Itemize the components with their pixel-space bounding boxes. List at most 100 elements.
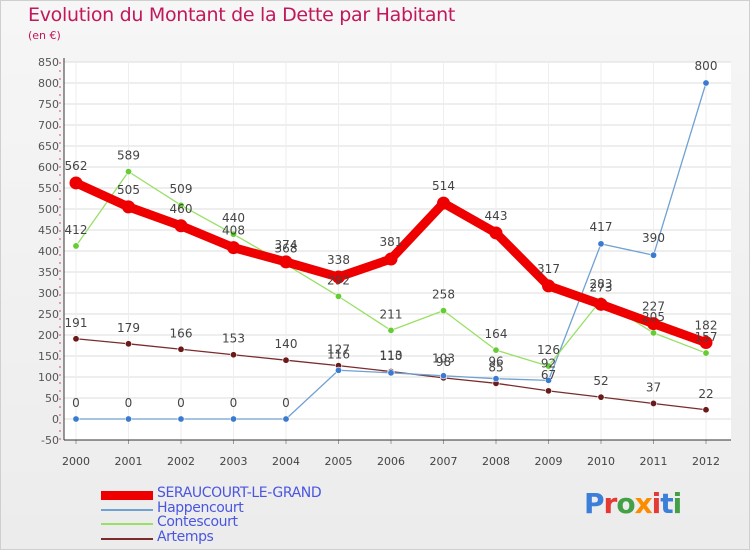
y-tick-label: 750 (38, 98, 59, 111)
chart-subtitle: (en €) (28, 29, 61, 42)
y-tick-label: 800 (38, 77, 59, 90)
data-point (384, 252, 398, 266)
data-label: 116 (327, 347, 350, 361)
data-label: 273 (590, 280, 613, 294)
x-tick-label: 2000 (62, 455, 90, 468)
y-tick-label: 600 (38, 161, 59, 174)
data-point (597, 240, 605, 248)
x-tick-label: 2004 (272, 455, 300, 468)
data-label: 126 (537, 343, 560, 357)
data-label: 166 (170, 326, 193, 340)
data-point (125, 415, 133, 423)
data-label: 589 (117, 149, 140, 163)
data-point (72, 242, 80, 250)
data-label: 0 (230, 396, 238, 410)
data-label: 92 (541, 356, 556, 370)
data-point (647, 317, 660, 331)
y-tick-label: 500 (38, 203, 59, 216)
data-point (230, 230, 238, 238)
data-point (439, 372, 447, 380)
y-tick-label: 0 (52, 413, 59, 426)
data-point (544, 376, 552, 384)
data-label: 52 (593, 374, 608, 388)
data-label: 292 (327, 273, 350, 287)
logo-letter: i (651, 487, 662, 520)
data-point (279, 255, 293, 269)
data-point (439, 307, 447, 315)
data-label: 417 (590, 220, 613, 234)
y-tick-label: 650 (38, 140, 59, 153)
x-tick-label: 2008 (482, 455, 510, 468)
data-label: 22 (698, 387, 713, 401)
data-label: 211 (380, 307, 403, 321)
data-label: 381 (380, 235, 403, 249)
logo-letter: r (603, 487, 618, 520)
y-tick-label: 50 (45, 392, 59, 405)
logo-letter: o (616, 487, 635, 520)
data-point (699, 336, 713, 350)
y-tick-label: 100 (38, 371, 59, 384)
x-tick-label: 2011 (640, 455, 668, 468)
data-point (72, 335, 80, 343)
data-point (334, 366, 342, 374)
data-point (594, 297, 608, 311)
data-point (125, 168, 133, 176)
data-point (227, 241, 240, 255)
data-label: 408 (222, 224, 245, 238)
data-label: 205 (642, 310, 665, 324)
data-label: 374 (275, 238, 298, 252)
x-tick-label: 2007 (430, 455, 458, 468)
chart-title: Evolution du Montant de la Dette par Hab… (28, 4, 456, 26)
x-tick-label: 2006 (377, 455, 405, 468)
y-tick-label: 350 (38, 266, 59, 279)
data-point (230, 415, 238, 423)
x-tick-label: 2001 (115, 455, 143, 468)
x-tick-label: 2002 (167, 455, 195, 468)
data-point (177, 415, 185, 423)
y-tick-label: 300 (38, 287, 59, 300)
data-point (649, 329, 657, 337)
x-tick-label: 2003 (220, 455, 248, 468)
data-label: 443 (485, 209, 508, 223)
data-point (72, 415, 80, 423)
y-tick-label: 700 (38, 119, 59, 132)
data-point (69, 176, 83, 190)
data-label: 182 (695, 319, 718, 333)
y-tick-label: 200 (38, 329, 59, 342)
data-point (334, 292, 342, 300)
data-point (177, 345, 185, 353)
data-label: 103 (432, 352, 455, 366)
data-point (597, 393, 605, 401)
legend-swatch (101, 509, 153, 511)
data-point (387, 326, 395, 334)
legend-label: Happencourt (157, 500, 244, 516)
logo-letter: t (660, 487, 673, 520)
data-label: 96 (488, 355, 503, 369)
data-point (702, 349, 710, 357)
data-label: 67 (541, 368, 556, 382)
data-label: 179 (117, 321, 140, 335)
logo-letter: i (672, 487, 683, 520)
data-point (437, 196, 450, 210)
data-label: 191 (65, 316, 88, 330)
x-tick-label: 2010 (587, 455, 615, 468)
data-label: 460 (170, 202, 193, 216)
data-label: 258 (432, 288, 455, 302)
y-tick-label: 150 (38, 350, 59, 363)
data-label: 509 (170, 182, 193, 196)
data-point (702, 406, 710, 414)
data-label: 153 (222, 332, 245, 346)
y-tick-label: 450 (38, 224, 59, 237)
data-point (122, 200, 135, 214)
data-point (125, 340, 133, 348)
y-tick-label: 250 (38, 308, 59, 321)
data-label: 164 (485, 327, 508, 341)
y-tick-label: 850 (38, 56, 59, 69)
data-label: 505 (117, 183, 140, 197)
data-point (489, 226, 503, 240)
data-label: 338 (327, 253, 350, 267)
data-point (177, 201, 185, 209)
data-label: 98 (436, 355, 451, 369)
logo-letter: P (584, 487, 605, 520)
